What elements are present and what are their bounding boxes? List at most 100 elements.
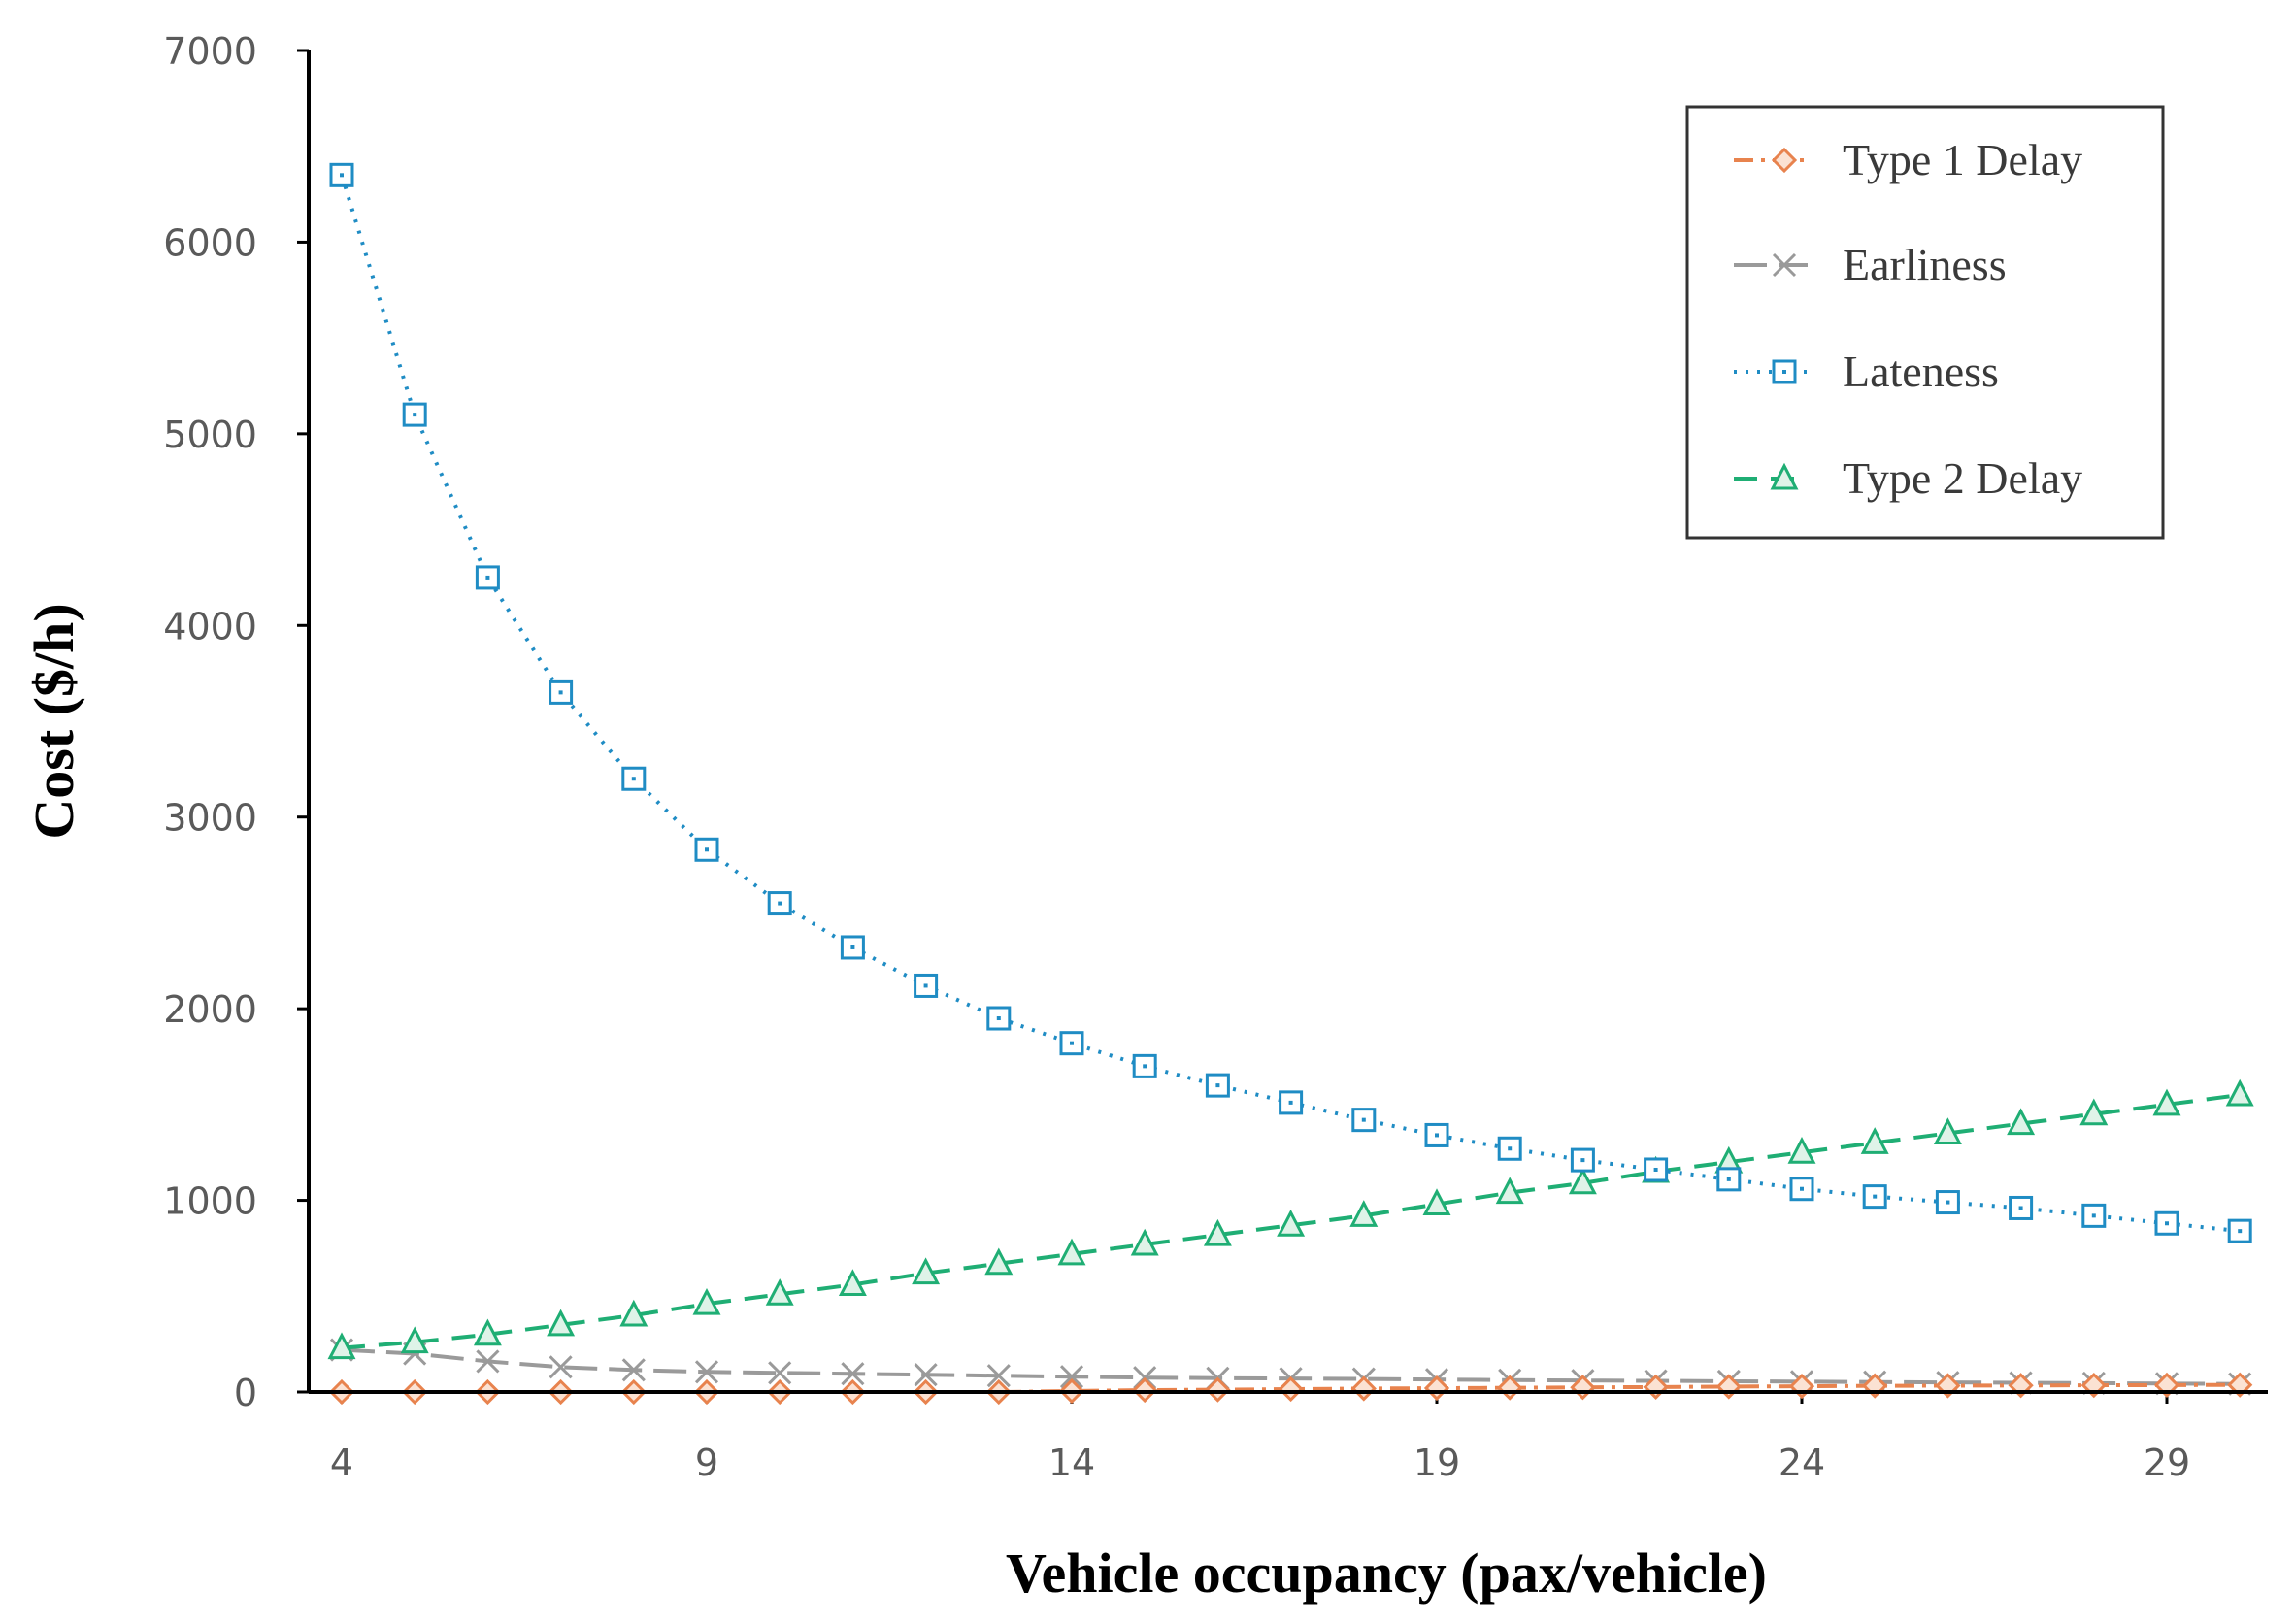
data-point-type-2-delay <box>1495 1177 1524 1205</box>
data-point-type-2-delay <box>2225 1078 2254 1107</box>
data-point-type-1-delay <box>1278 1375 1304 1403</box>
legend-item-type-1-delay: Type 1 Delay <box>1734 135 2082 184</box>
data-point-lateness <box>1497 1136 1522 1161</box>
data-point-lateness <box>1570 1147 1595 1173</box>
data-point-type-2-delay <box>619 1299 649 1327</box>
data-point-lateness <box>2227 1218 2252 1243</box>
legend-label: Type 2 Delay <box>1843 453 2082 503</box>
y-tick-label: 7000 <box>163 30 257 73</box>
data-point-lateness <box>1789 1177 1814 1202</box>
data-point-type-2-delay <box>1277 1209 1306 1237</box>
data-point-type-2-delay <box>1203 1218 1232 1246</box>
data-point-lateness <box>2081 1203 2107 1228</box>
x-axis-ticks: 4 9 14 19 24 29 <box>330 1392 2190 1484</box>
legend-swatch-marker <box>1771 147 1798 174</box>
legend: Type 1 Delay Earliness Lateness Type 2 Dela… <box>1685 105 2165 540</box>
data-point-type-2-delay <box>1787 1136 1816 1164</box>
data-point-lateness <box>1935 1190 1960 1215</box>
data-point-type-2-delay <box>1349 1200 1379 1227</box>
y-axis-title: Cost ($/h) <box>22 603 85 839</box>
data-point-lateness <box>986 1006 1012 1031</box>
x-tick-label: 4 <box>330 1442 353 1484</box>
data-point-earliness <box>986 1364 1011 1388</box>
data-point-type-2-delay <box>1860 1127 1889 1154</box>
x-tick-label: 9 <box>695 1442 718 1484</box>
data-point-lateness <box>475 565 500 590</box>
data-point-type-2-delay <box>1422 1188 1451 1216</box>
data-point-lateness <box>1644 1157 1669 1182</box>
x-tick-label: 29 <box>2144 1442 2190 1484</box>
data-point-type-2-delay <box>2152 1088 2181 1116</box>
data-point-earliness <box>768 1361 792 1385</box>
data-point-lateness <box>1862 1184 1887 1210</box>
x-axis-title: Vehicle occupancy (pax/vehicle) <box>1006 1541 1767 1605</box>
data-point-type-2-delay <box>1057 1238 1086 1266</box>
data-point-type-2-delay <box>838 1269 867 1296</box>
series-type-1-delay <box>328 1372 2253 1406</box>
data-point-lateness <box>549 679 574 705</box>
series-line-type-2-delay <box>341 1093 2241 1350</box>
legend-swatch-marker <box>1772 359 1797 384</box>
data-point-lateness <box>840 935 865 960</box>
data-point-type-2-delay <box>692 1287 721 1315</box>
legend-box <box>1685 105 2165 540</box>
data-point-lateness <box>767 891 792 916</box>
data-point-lateness <box>1279 1090 1304 1115</box>
data-point-lateness <box>914 973 939 998</box>
data-point-type-2-delay <box>1568 1167 1597 1195</box>
data-point-type-2-delay <box>473 1318 502 1346</box>
y-axis-ticks: 0 1000 2000 3000 4000 5000 6000 7000 <box>163 30 309 1414</box>
y-tick-label: 6000 <box>163 221 257 264</box>
data-point-lateness <box>2154 1210 2179 1236</box>
legend-label: Type 1 Delay <box>1843 135 2082 184</box>
data-point-earliness <box>694 1360 719 1384</box>
y-tick-label: 0 <box>234 1372 257 1414</box>
legend-item-lateness: Lateness <box>1734 347 1999 396</box>
data-point-earliness <box>549 1355 573 1379</box>
data-point-type-2-delay <box>2007 1108 2036 1136</box>
series-type-2-delay <box>327 1078 2254 1360</box>
y-tick-label: 1000 <box>163 1180 257 1223</box>
data-point-earliness <box>841 1362 865 1386</box>
data-point-type-2-delay <box>984 1247 1014 1276</box>
data-point-type-2-delay <box>1933 1117 1962 1144</box>
legend-item-type-2-delay: Type 2 Delay <box>1734 453 2082 503</box>
y-tick-label: 4000 <box>163 605 257 647</box>
data-point-lateness <box>1351 1108 1377 1133</box>
data-point-lateness <box>329 162 354 187</box>
legend-label: Lateness <box>1843 347 1999 396</box>
data-point-type-2-delay <box>547 1309 576 1337</box>
data-point-lateness <box>694 837 719 862</box>
series-layer <box>327 162 2254 1406</box>
legend-item-earliness: Earliness <box>1734 240 2007 289</box>
data-point-lateness <box>1716 1167 1742 1192</box>
data-point-type-2-delay <box>1130 1228 1159 1256</box>
legend-swatch-marker <box>1770 462 1799 490</box>
data-point-earliness <box>476 1349 500 1374</box>
series-lateness <box>329 162 2252 1243</box>
data-point-earliness <box>621 1358 646 1382</box>
data-point-lateness <box>1424 1122 1449 1147</box>
data-point-type-2-delay <box>765 1278 794 1306</box>
data-point-lateness <box>1059 1031 1084 1056</box>
data-point-type-1-delay <box>1205 1376 1231 1403</box>
data-point-lateness <box>1132 1053 1157 1078</box>
data-point-lateness <box>2009 1195 2034 1220</box>
data-point-lateness <box>1205 1073 1230 1098</box>
y-tick-label: 3000 <box>163 797 257 840</box>
y-tick-label: 5000 <box>163 414 257 456</box>
data-point-type-2-delay <box>400 1326 429 1354</box>
legend-label: Earliness <box>1843 240 2007 289</box>
data-point-type-2-delay <box>912 1257 941 1285</box>
x-tick-label: 19 <box>1414 1442 1460 1484</box>
y-tick-label: 2000 <box>163 988 257 1031</box>
data-point-lateness <box>402 402 427 427</box>
x-tick-label: 14 <box>1048 1442 1095 1484</box>
data-point-type-2-delay <box>2079 1098 2109 1126</box>
data-point-earliness <box>1059 1365 1084 1389</box>
data-point-lateness <box>621 766 647 791</box>
data-point-type-2-delay <box>327 1332 356 1360</box>
x-tick-label: 24 <box>1779 1442 1825 1484</box>
legend-swatch-marker <box>1772 252 1797 278</box>
